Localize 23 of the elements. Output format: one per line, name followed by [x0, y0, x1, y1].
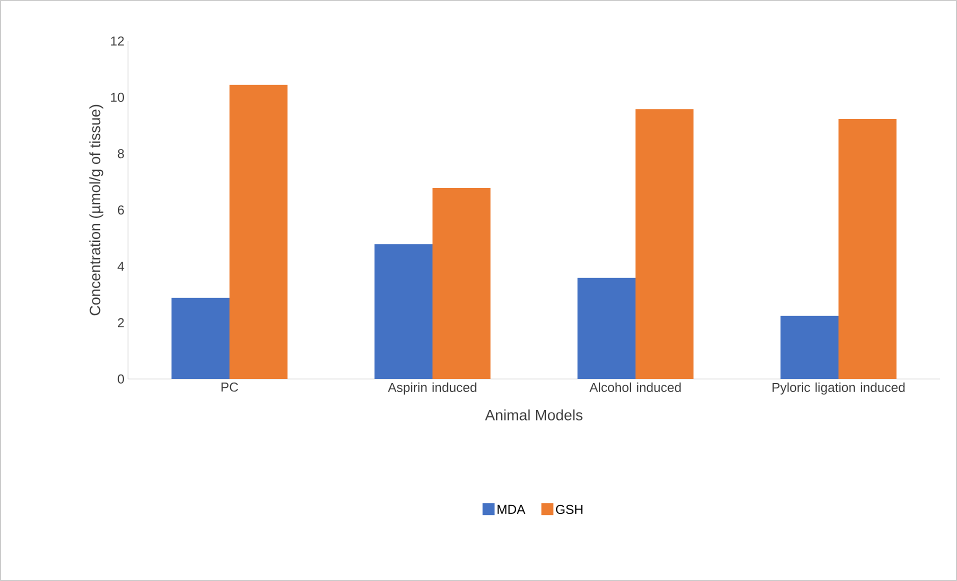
y-tick-label: 10	[111, 92, 124, 102]
x-tick-label: Alcohol induced	[589, 382, 681, 392]
y-tick-label: 6	[118, 205, 124, 215]
x-tick-label: PC	[222, 382, 238, 392]
legend-label: GSH	[556, 504, 582, 514]
y-axis-title: Concentration (µmol/g of tissue)	[89, 104, 104, 316]
bar	[172, 298, 230, 379]
x-tick-label: Pyloric ligation induced	[772, 382, 905, 395]
y-tick-label: 2	[118, 318, 124, 328]
bar	[578, 278, 636, 379]
y-tick-label: 8	[118, 149, 124, 158]
x-axis-title: Animal Models	[485, 409, 582, 420]
bar	[230, 84, 288, 379]
bar	[780, 316, 839, 379]
bar	[374, 244, 433, 379]
x-tick-label: Aspirin induced	[388, 382, 476, 395]
legend-label: MDA	[498, 504, 526, 514]
bar	[432, 188, 491, 379]
bar	[838, 119, 897, 379]
y-tick-label: 0	[118, 374, 124, 384]
bar	[636, 109, 694, 379]
y-tick-label: 12	[111, 36, 124, 46]
y-tick-label: 4	[118, 262, 124, 271]
